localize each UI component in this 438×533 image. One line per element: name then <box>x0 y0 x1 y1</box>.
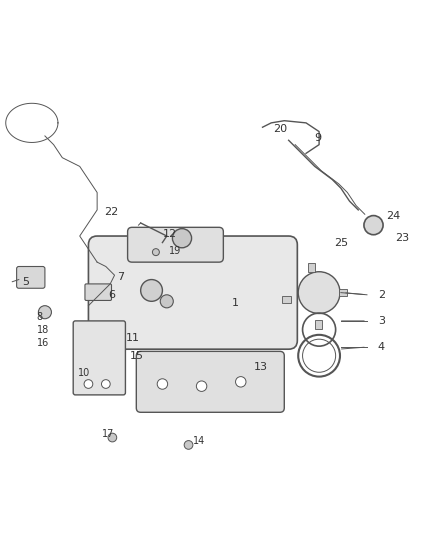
Text: 5: 5 <box>23 277 30 287</box>
Bar <box>308 263 315 272</box>
Text: 1: 1 <box>232 298 239 309</box>
Text: 18: 18 <box>37 325 49 335</box>
Circle shape <box>196 381 207 391</box>
FancyBboxPatch shape <box>127 228 223 262</box>
Circle shape <box>298 272 340 313</box>
Circle shape <box>39 305 51 319</box>
Text: 16: 16 <box>37 338 49 348</box>
FancyBboxPatch shape <box>85 284 112 301</box>
Circle shape <box>84 379 93 389</box>
Bar <box>315 320 322 329</box>
Circle shape <box>152 249 159 256</box>
Text: 3: 3 <box>378 316 385 326</box>
Text: 17: 17 <box>102 429 114 439</box>
Text: 8: 8 <box>37 312 43 321</box>
Text: 6: 6 <box>108 290 115 300</box>
Text: 20: 20 <box>273 124 287 134</box>
FancyBboxPatch shape <box>88 236 297 349</box>
Circle shape <box>141 279 162 301</box>
Circle shape <box>173 229 191 248</box>
Circle shape <box>102 379 110 389</box>
Circle shape <box>184 441 193 449</box>
Text: 14: 14 <box>193 435 205 446</box>
FancyBboxPatch shape <box>73 321 125 395</box>
Circle shape <box>108 433 117 442</box>
Circle shape <box>160 295 173 308</box>
Text: 2: 2 <box>378 290 385 300</box>
Text: 25: 25 <box>334 238 349 247</box>
Circle shape <box>157 379 168 389</box>
Circle shape <box>364 215 383 235</box>
FancyBboxPatch shape <box>17 266 45 288</box>
Bar <box>282 296 291 303</box>
Circle shape <box>236 377 246 387</box>
FancyBboxPatch shape <box>136 351 284 413</box>
Text: 12: 12 <box>162 229 177 239</box>
Bar <box>339 289 347 296</box>
Text: 10: 10 <box>78 368 90 378</box>
Text: 9: 9 <box>315 133 322 143</box>
Text: 13: 13 <box>254 361 268 372</box>
Text: 24: 24 <box>387 212 401 221</box>
Text: 19: 19 <box>169 246 181 256</box>
Text: 15: 15 <box>130 351 144 361</box>
Text: 11: 11 <box>125 333 139 343</box>
Text: 22: 22 <box>104 207 118 217</box>
Text: 7: 7 <box>117 272 124 282</box>
Text: 4: 4 <box>378 342 385 352</box>
Text: 23: 23 <box>395 233 410 243</box>
